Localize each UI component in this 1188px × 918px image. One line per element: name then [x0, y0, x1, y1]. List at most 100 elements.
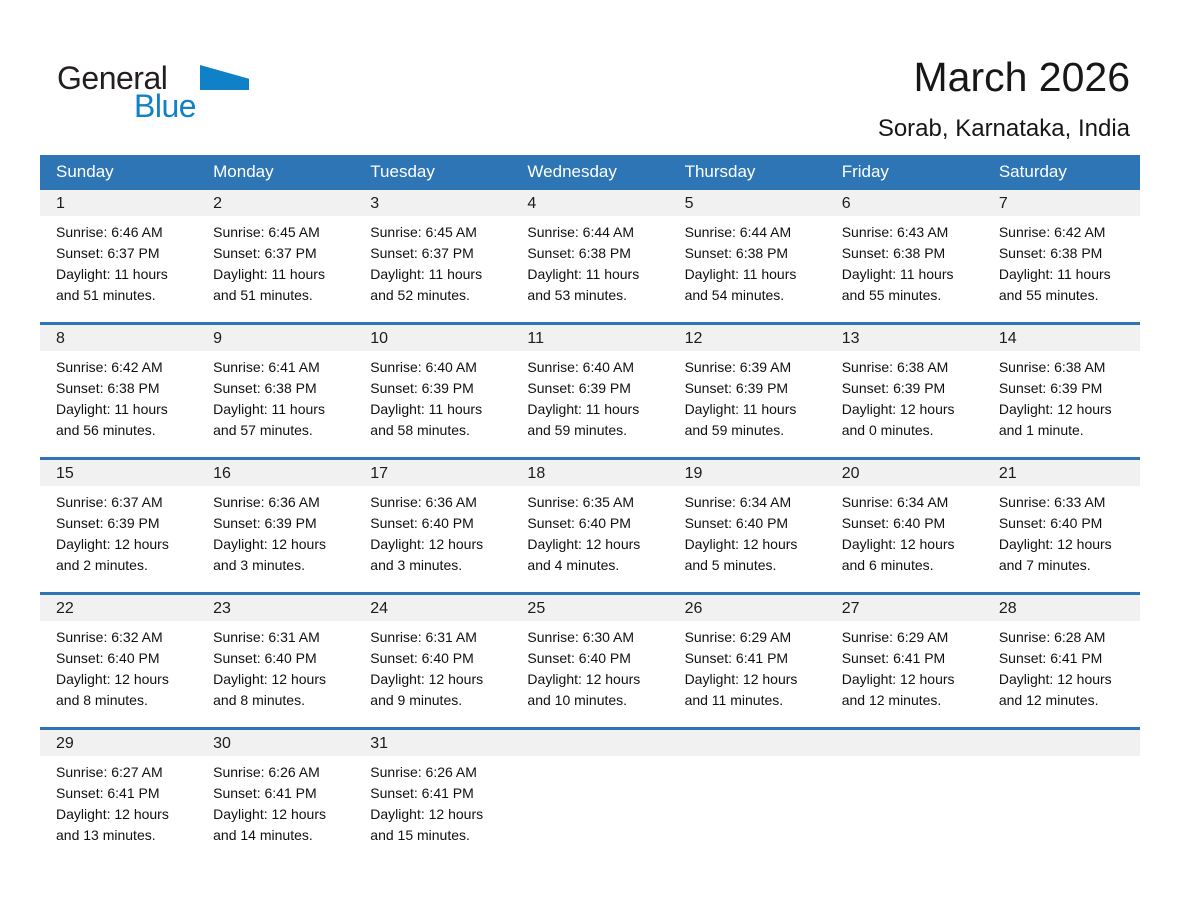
- day-cell-21: 21 Sunrise: 6:33 AM Sunset: 6:40 PM Dayligh…: [982, 457, 1140, 594]
- day-number: 25: [527, 600, 546, 617]
- daylight-text-line1: Daylight: 12 hours: [841, 671, 955, 687]
- day-cell-14: 14 Sunrise: 6:38 AM Sunset: 6:39 PM Dayligh…: [982, 322, 1140, 459]
- day-number: 2: [213, 195, 223, 212]
- sunset-text: Sunset: 6:40 PM: [370, 515, 474, 531]
- weekday-header-thursday: Thursday: [668, 155, 826, 190]
- day-band: 31: [354, 730, 512, 756]
- day-details: Sunrise: 6:29 AM Sunset: 6:41 PM Daylight:…: [826, 621, 983, 711]
- day-details: Sunrise: 6:40 AM Sunset: 6:39 PM Daylight:…: [354, 351, 511, 441]
- sunrise-text: Sunrise: 6:42 AM: [998, 224, 1106, 240]
- day-details: Sunrise: 6:31 AM Sunset: 6:40 PM Daylight:…: [197, 621, 354, 711]
- sunrise-text: Sunrise: 6:36 AM: [213, 494, 320, 510]
- day-band: 9: [197, 325, 355, 351]
- sunrise-text: Sunrise: 6:34 AM: [841, 494, 949, 510]
- sunset-text: Sunset: 6:41 PM: [213, 785, 317, 801]
- daylight-text-line2: and 54 minutes.: [684, 287, 785, 303]
- day-number: 14: [998, 330, 1017, 347]
- day-band-empty: [825, 730, 983, 756]
- daylight-text-line1: Daylight: 11 hours: [527, 266, 640, 282]
- daylight-text-line2: and 51 minutes.: [213, 287, 313, 303]
- daylight-text-line1: Daylight: 12 hours: [998, 401, 1112, 417]
- sunrise-text: Sunrise: 6:36 AM: [370, 494, 477, 510]
- daylight-text-line2: and 2 minutes.: [56, 557, 148, 573]
- day-cell-24: 24 Sunrise: 6:31 AM Sunset: 6:40 PM Dayligh…: [354, 592, 512, 729]
- day-cell-8: 8 Sunrise: 6:42 AM Sunset: 6:38 PM Daylight…: [40, 322, 198, 459]
- sunrise-text: Sunrise: 6:31 AM: [370, 629, 477, 645]
- day-number: 12: [684, 330, 703, 347]
- sunset-text: Sunset: 6:39 PM: [56, 515, 160, 531]
- sunset-text: Sunset: 6:39 PM: [841, 380, 946, 396]
- day-band: 10: [354, 325, 512, 351]
- day-band: 15: [40, 460, 198, 486]
- sunrise-text: Sunrise: 6:44 AM: [684, 224, 792, 240]
- day-cell-1: 1 Sunrise: 6:46 AM Sunset: 6:37 PM Daylight…: [40, 190, 198, 324]
- daylight-text-line2: and 13 minutes.: [56, 827, 156, 843]
- daylight-text-line1: Daylight: 11 hours: [370, 401, 483, 417]
- day-band: 27: [825, 595, 983, 621]
- day-number: 31: [370, 735, 389, 752]
- daylight-text-line2: and 59 minutes.: [684, 422, 785, 438]
- day-details: Sunrise: 6:42 AM Sunset: 6:38 PM Daylight:…: [983, 216, 1140, 306]
- day-details: Sunrise: 6:28 AM Sunset: 6:41 PM Daylight:…: [983, 621, 1140, 711]
- sunset-text: Sunset: 6:40 PM: [684, 515, 789, 531]
- day-number: 21: [998, 465, 1017, 482]
- weekday-header-monday: Monday: [197, 155, 355, 190]
- day-cell-4: 4 Sunrise: 6:44 AM Sunset: 6:38 PM Daylight…: [511, 190, 669, 324]
- daylight-text-line2: and 58 minutes.: [370, 422, 470, 438]
- daylight-text-line2: and 3 minutes.: [370, 557, 463, 573]
- daylight-text-line1: Daylight: 12 hours: [56, 806, 169, 822]
- day-band: 30: [197, 730, 355, 756]
- daylight-text-line1: Daylight: 11 hours: [841, 266, 954, 282]
- day-band: 21: [982, 460, 1140, 486]
- day-cell-27: 27 Sunrise: 6:29 AM Sunset: 6:41 PM Dayligh…: [825, 592, 983, 729]
- day-details: Sunrise: 6:26 AM Sunset: 6:41 PM Daylight:…: [197, 756, 354, 846]
- sunrise-text: Sunrise: 6:26 AM: [213, 764, 320, 780]
- day-band: 4: [511, 190, 669, 216]
- sunrise-text: Sunrise: 6:27 AM: [56, 764, 163, 780]
- day-band: 14: [982, 325, 1140, 351]
- day-details: Sunrise: 6:40 AM Sunset: 6:39 PM Daylight:…: [511, 351, 668, 441]
- weekday-header-sunday: Sunday: [40, 155, 198, 190]
- day-cell-9: 9 Sunrise: 6:41 AM Sunset: 6:38 PM Daylight…: [197, 322, 355, 459]
- empty-cell: [668, 727, 826, 862]
- day-cell-29: 29 Sunrise: 6:27 AM Sunset: 6:41 PM Dayligh…: [40, 727, 198, 862]
- daylight-text-line1: Daylight: 12 hours: [684, 536, 798, 552]
- day-details: Sunrise: 6:46 AM Sunset: 6:37 PM Daylight:…: [40, 216, 197, 306]
- sunset-text: Sunset: 6:38 PM: [213, 380, 317, 396]
- day-cell-16: 16 Sunrise: 6:36 AM Sunset: 6:39 PM Dayligh…: [197, 457, 355, 594]
- daylight-text-line2: and 14 minutes.: [213, 827, 313, 843]
- sunrise-text: Sunrise: 6:46 AM: [56, 224, 163, 240]
- sunrise-text: Sunrise: 6:34 AM: [684, 494, 792, 510]
- daylight-text-line1: Daylight: 11 hours: [56, 266, 168, 282]
- sunrise-text: Sunrise: 6:33 AM: [998, 494, 1106, 510]
- day-number: 3: [370, 195, 380, 212]
- sunrise-text: Sunrise: 6:37 AM: [56, 494, 163, 510]
- sunrise-text: Sunrise: 6:31 AM: [213, 629, 320, 645]
- daylight-text-line1: Daylight: 12 hours: [370, 806, 484, 822]
- general-blue-logo: General Blue: [57, 60, 267, 130]
- day-cell-6: 6 Sunrise: 6:43 AM Sunset: 6:38 PM Daylight…: [825, 190, 983, 324]
- daylight-text-line1: Daylight: 12 hours: [56, 671, 169, 687]
- sunrise-text: Sunrise: 6:44 AM: [527, 224, 635, 240]
- daylight-text-line2: and 0 minutes.: [841, 422, 934, 438]
- daylight-text-line2: and 59 minutes.: [527, 422, 628, 438]
- day-cell-5: 5 Sunrise: 6:44 AM Sunset: 6:38 PM Daylight…: [668, 190, 826, 324]
- day-band: 18: [511, 460, 669, 486]
- day-cell-25: 25 Sunrise: 6:30 AM Sunset: 6:40 PM Dayligh…: [511, 592, 669, 729]
- day-number: 19: [684, 465, 703, 482]
- weekday-header-wednesday: Wednesday: [511, 155, 669, 190]
- day-details: Sunrise: 6:31 AM Sunset: 6:40 PM Daylight:…: [354, 621, 511, 711]
- day-number: 23: [213, 600, 231, 617]
- daylight-text-line2: and 8 minutes.: [56, 692, 148, 708]
- sunset-text: Sunset: 6:41 PM: [841, 650, 946, 666]
- daylight-text-line1: Daylight: 11 hours: [684, 266, 797, 282]
- daylight-text-line2: and 10 minutes.: [527, 692, 628, 708]
- day-number: 22: [56, 600, 74, 617]
- day-details: Sunrise: 6:32 AM Sunset: 6:40 PM Daylight:…: [40, 621, 197, 711]
- day-details: Sunrise: 6:38 AM Sunset: 6:39 PM Daylight:…: [983, 351, 1140, 441]
- daylight-text-line2: and 55 minutes.: [998, 287, 1099, 303]
- day-details: Sunrise: 6:36 AM Sunset: 6:39 PM Daylight:…: [197, 486, 354, 576]
- day-band: 1: [40, 190, 198, 216]
- sunrise-text: Sunrise: 6:41 AM: [213, 359, 320, 375]
- day-band: 23: [197, 595, 355, 621]
